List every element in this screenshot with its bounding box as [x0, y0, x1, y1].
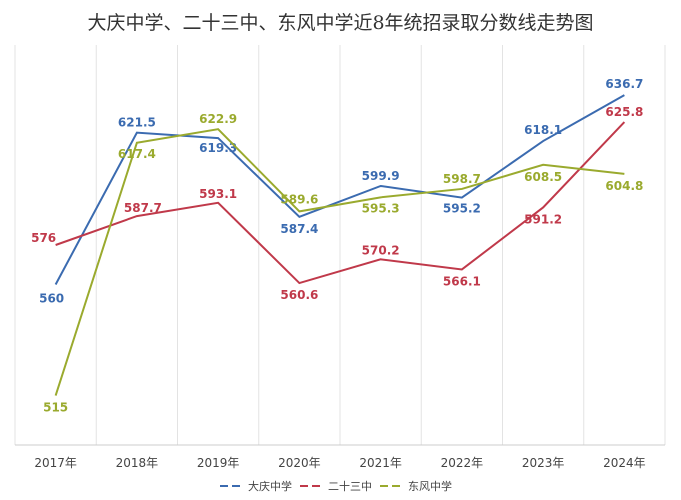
data-label: 621.5 [118, 116, 156, 130]
data-label: 566.1 [443, 274, 481, 288]
data-label: 576 [31, 231, 56, 245]
x-tick-label: 2019年 [197, 456, 240, 470]
series-line [55, 121, 626, 285]
data-label: 618.1 [524, 123, 562, 137]
data-label: 560 [39, 292, 64, 306]
x-tick-label: 2021年 [359, 456, 402, 470]
legend-label: 大庆中学 [248, 479, 292, 493]
data-label: 598.7 [443, 172, 481, 186]
data-label: 625.8 [605, 105, 643, 119]
data-label: 560.6 [280, 288, 318, 302]
x-tick-label: 2018年 [116, 456, 159, 470]
series-line [54, 128, 625, 396]
data-label: 591.2 [524, 212, 562, 226]
data-label: 515 [43, 401, 68, 415]
data-label: 587.7 [124, 201, 162, 215]
data-label: 617.4 [118, 147, 156, 161]
series-line [54, 94, 625, 285]
x-tick-label: 2022年 [441, 456, 484, 470]
data-label: 608.5 [524, 170, 562, 184]
data-label: 619.3 [199, 141, 237, 155]
x-tick-label: 2020年 [278, 456, 321, 470]
data-label: 595.3 [362, 201, 400, 215]
data-label: 599.9 [362, 169, 400, 183]
data-label: 587.4 [280, 222, 318, 236]
legend-label: 东风中学 [408, 479, 452, 493]
chart-title: 大庆中学、二十三中、东风中学近8年统招录取分数线走势图 [87, 12, 594, 34]
data-label: 622.9 [199, 112, 237, 126]
x-tick-label: 2023年 [522, 456, 565, 470]
data-label: 604.8 [605, 179, 643, 193]
data-label: 593.1 [199, 187, 237, 201]
data-label: 595.2 [443, 202, 481, 216]
data-label: 589.6 [280, 192, 318, 206]
legend-label: 二十三中 [328, 479, 372, 493]
data-label: 636.7 [605, 77, 643, 91]
x-tick-label: 2024年 [603, 456, 646, 470]
data-label: 570.2 [362, 243, 400, 257]
x-tick-label: 2017年 [34, 456, 77, 470]
